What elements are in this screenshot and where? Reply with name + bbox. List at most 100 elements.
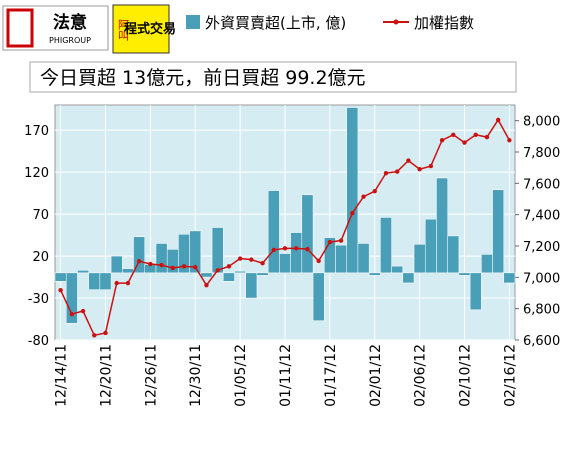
bar xyxy=(77,270,89,274)
line-dot xyxy=(92,333,97,338)
y2-tick-label: 7,000 xyxy=(523,271,560,286)
y-tick-label: 70 xyxy=(32,208,49,223)
x-tick-label: 12/14/11 xyxy=(54,344,70,407)
bar xyxy=(155,243,168,274)
x-tick-label: 01/11/12 xyxy=(278,344,294,407)
bar xyxy=(424,218,437,274)
y2-tick-label: 8,000 xyxy=(523,115,560,130)
bar xyxy=(54,272,67,282)
bar xyxy=(458,272,471,276)
y2-tick-label: 7,400 xyxy=(523,209,560,224)
x-tick-label: 02/01/12 xyxy=(368,344,384,407)
line-dot xyxy=(417,167,422,172)
bar xyxy=(65,272,78,324)
logo-sub: PHIGROUP xyxy=(49,36,91,45)
line-dot xyxy=(305,246,310,252)
bar xyxy=(267,190,280,274)
bar xyxy=(402,272,415,284)
y-tick-label: -30 xyxy=(28,292,49,307)
legend-dot xyxy=(393,19,399,25)
y-tick-label: 170 xyxy=(24,124,49,139)
legend-label: 外資買賣超(上市, 億) xyxy=(205,14,346,32)
line-dot xyxy=(462,140,467,145)
chart-title: 今日買超 13億元，前日買超 99.2億元 xyxy=(40,67,366,89)
line-dot xyxy=(350,210,355,216)
line-dot xyxy=(294,246,299,251)
line-dot xyxy=(170,265,176,271)
line-dot xyxy=(125,280,131,286)
line-dot xyxy=(136,258,142,264)
bar xyxy=(256,272,269,276)
y2-tick-label: 6,800 xyxy=(523,303,560,318)
bar xyxy=(279,253,291,274)
line-dot xyxy=(249,257,254,262)
bar xyxy=(503,272,516,284)
bar xyxy=(391,265,404,274)
bar xyxy=(436,177,448,274)
bar xyxy=(335,244,347,274)
bar xyxy=(346,107,359,274)
line-dot xyxy=(237,256,243,261)
line-dot xyxy=(193,264,198,270)
line-dot xyxy=(159,262,164,268)
line-dot xyxy=(226,264,232,269)
line-dot xyxy=(507,138,512,143)
bar xyxy=(481,254,493,274)
y2-tick-label: 6,600 xyxy=(523,334,560,349)
bar xyxy=(368,272,381,276)
line-dot xyxy=(361,194,366,199)
bar xyxy=(122,268,134,274)
bar xyxy=(380,217,392,274)
line-dot xyxy=(58,287,63,293)
line-dot xyxy=(181,264,187,269)
bar xyxy=(110,255,123,274)
y2-tick-label: 7,200 xyxy=(523,240,560,255)
line-dot xyxy=(204,282,209,288)
x-tick-label: 12/20/11 xyxy=(98,344,114,407)
line-dot xyxy=(316,258,321,264)
line-dot xyxy=(69,311,75,317)
x-tick-label: 12/26/11 xyxy=(143,344,159,407)
line-dot xyxy=(338,238,344,243)
line-dot xyxy=(428,163,434,169)
line-dot xyxy=(406,158,411,163)
line-dot xyxy=(148,261,153,267)
bar xyxy=(211,227,224,274)
y-tick-label: 20 xyxy=(32,250,49,265)
line-dot xyxy=(383,170,389,176)
line-dot xyxy=(439,138,445,143)
line-dot xyxy=(282,246,288,251)
bar xyxy=(223,272,235,282)
bar xyxy=(301,194,314,274)
x-tick-label: 02/10/12 xyxy=(458,344,474,407)
bar xyxy=(88,272,101,290)
bar xyxy=(469,272,482,311)
line-dot xyxy=(271,247,276,253)
x-tick-label: 02/06/12 xyxy=(413,344,429,407)
y2-tick-label: 7,800 xyxy=(523,146,560,161)
bar xyxy=(245,272,258,299)
line-dot xyxy=(451,132,456,137)
x-tick-label: 02/16/12 xyxy=(502,344,518,407)
y-tick-label: 120 xyxy=(24,166,49,181)
bar xyxy=(133,236,146,274)
line-dot xyxy=(215,268,220,273)
logo-icon xyxy=(6,8,34,48)
logo2-text: 程式交易 xyxy=(124,21,176,37)
line-dot xyxy=(372,188,377,194)
line-dot xyxy=(394,169,400,174)
bar xyxy=(290,232,303,274)
x-tick-label: 12/30/11 xyxy=(188,344,204,407)
title-box xyxy=(29,61,517,93)
logo2-box xyxy=(112,4,170,54)
y2-tick-label: 7,600 xyxy=(523,177,560,192)
line-dot xyxy=(103,330,108,336)
line-dot xyxy=(114,280,119,286)
logo-brand: 法意 xyxy=(53,12,87,33)
bar xyxy=(357,243,370,274)
bar xyxy=(99,272,112,290)
logo2-side: 阿叫 xyxy=(117,19,130,42)
legend-swatch xyxy=(186,15,200,29)
bar xyxy=(189,230,202,274)
